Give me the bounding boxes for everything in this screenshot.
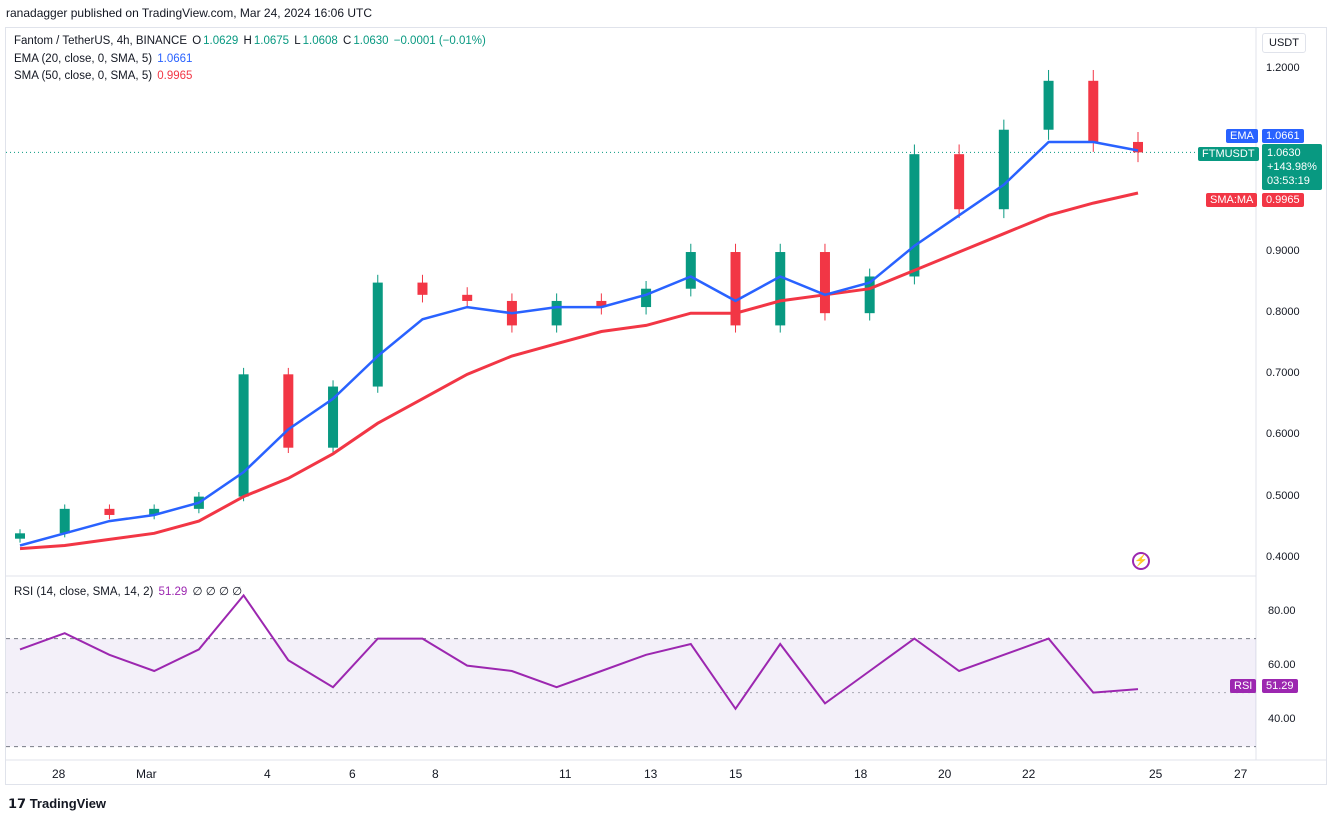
open-label: O [192,35,202,47]
tv-logo-mark: 𝟭𝟳 [8,796,30,811]
candle-body [1133,141,1143,153]
time-tick-label: 4 [264,767,271,781]
time-tick-label: 27 [1234,767,1248,781]
candle-body [462,294,473,301]
change-value: −0.0001 (−0.01%) [393,35,486,47]
rsi-line [19,593,1139,711]
publisher-header: ranadagger published on TradingView.com,… [6,6,373,20]
candle-body [864,276,875,314]
price-tick-label: 1.2000 [1266,61,1300,74]
bar-timer: 03:53:19 [1267,175,1310,187]
time-tick-label: 20 [938,767,952,781]
tradingview-logo[interactable]: 𝟭𝟳 TradingView [8,796,106,812]
time-tick-label: 28 [52,767,66,781]
sma-label: SMA (50, close, 0, SMA, 5) [14,70,153,82]
rsi-tick-label: 40.00 [1268,712,1296,725]
candle-body [641,288,652,308]
close-label: C [343,35,352,47]
low-value: 1.0608 [302,35,338,47]
high-label: H [243,35,252,47]
candle-body [283,374,294,448]
sma-axis-value: 0.9965 [1262,193,1304,207]
candle-body [149,508,160,515]
close-value: 1.0630 [353,35,389,47]
time-tick-label: 13 [644,767,658,781]
lightning-icon[interactable]: ⚡ [1132,552,1150,570]
ema-axis-tag: EMA [1226,129,1258,143]
candle-body [104,508,115,515]
candle-body [954,154,965,210]
sma-legend: SMA (50, close, 0, SMA, 5) 0.9965 [14,70,194,82]
candle-body [730,252,741,326]
time-tick-label: 11 [559,767,572,781]
candle-body [1043,80,1054,130]
high-value: 1.0675 [253,35,290,47]
time-tick-label: 22 [1022,767,1036,781]
rsi-value: 51.29 [158,586,188,598]
tv-logo-text: TradingView [29,796,107,811]
symbol-percent: +143.98% [1267,161,1317,173]
rsi-legend: RSI (14, close, SMA, 14, 2) 51.29 ∅ ∅ ∅ … [14,584,244,598]
symbol-legend: Fantom / TetherUS, 4h, BINANCE O 1.0629 H… [14,35,488,47]
candle-body [238,374,249,497]
open-value: 1.0629 [203,35,239,47]
symbol-price: 1.0630 [1267,147,1301,159]
symbol-name: Fantom / TetherUS, 4h, BINANCE [14,35,187,47]
currency-selector[interactable]: USDT [1262,33,1306,53]
low-label: L [294,35,301,47]
candle-body [551,300,562,326]
time-tick-label: 25 [1149,767,1163,781]
rsi-tick-label: 60.00 [1268,658,1296,671]
price-tick-label: 0.8000 [1266,306,1300,319]
price-tick-label: 0.6000 [1266,428,1300,441]
candle-body [1088,80,1099,142]
price-tick-label: 0.4000 [1266,550,1300,563]
rsi-label: RSI (14, close, SMA, 14, 2) [14,586,154,598]
candle-body [59,508,70,534]
rsi-axis-tag: RSI [1230,679,1257,693]
rsi-axis-value: 51.29 [1262,679,1298,693]
time-tick-label: 6 [349,767,356,781]
time-tick-label: 8 [432,767,439,781]
candle-body [596,300,607,308]
rsi-extra: ∅ ∅ ∅ ∅ [192,586,243,598]
candle-body [328,386,339,448]
price-tick-label: 0.9000 [1266,245,1300,258]
candle-body [15,533,25,539]
sma-axis-tag: SMA:MA [1206,193,1258,207]
symbol-price-box: 1.0630 +143.98% 03:53:19 [1262,144,1322,190]
price-tick-label: 0.7000 [1266,367,1300,380]
candle-body [775,252,786,326]
time-tick-label: 15 [729,767,743,781]
candle-body [372,282,383,387]
ema-line [19,140,1139,547]
ema-value: 1.0661 [157,53,193,65]
sma-value: 0.9965 [157,70,193,82]
candle-body [909,154,920,277]
ema-label: EMA (20, close, 0, SMA, 5) [14,53,153,65]
candle-body [998,129,1009,210]
ema-axis-value: 1.0661 [1262,129,1304,143]
candle-body [685,252,696,289]
time-tick-label: 18 [854,767,868,781]
sma-line [19,191,1139,551]
price-tick-label: 0.5000 [1266,489,1300,502]
rsi-tick-label: 80.00 [1268,604,1296,617]
time-tick-label: Mar [136,767,157,781]
symbol-axis-tag: FTMUSDT [1198,147,1259,161]
candle-body [417,282,428,295]
candle-body [819,252,830,314]
chart-frame[interactable] [5,27,1327,785]
ema-tag-name: EMA [1230,130,1254,142]
ema-legend: EMA (20, close, 0, SMA, 5) 1.0661 [14,53,194,65]
